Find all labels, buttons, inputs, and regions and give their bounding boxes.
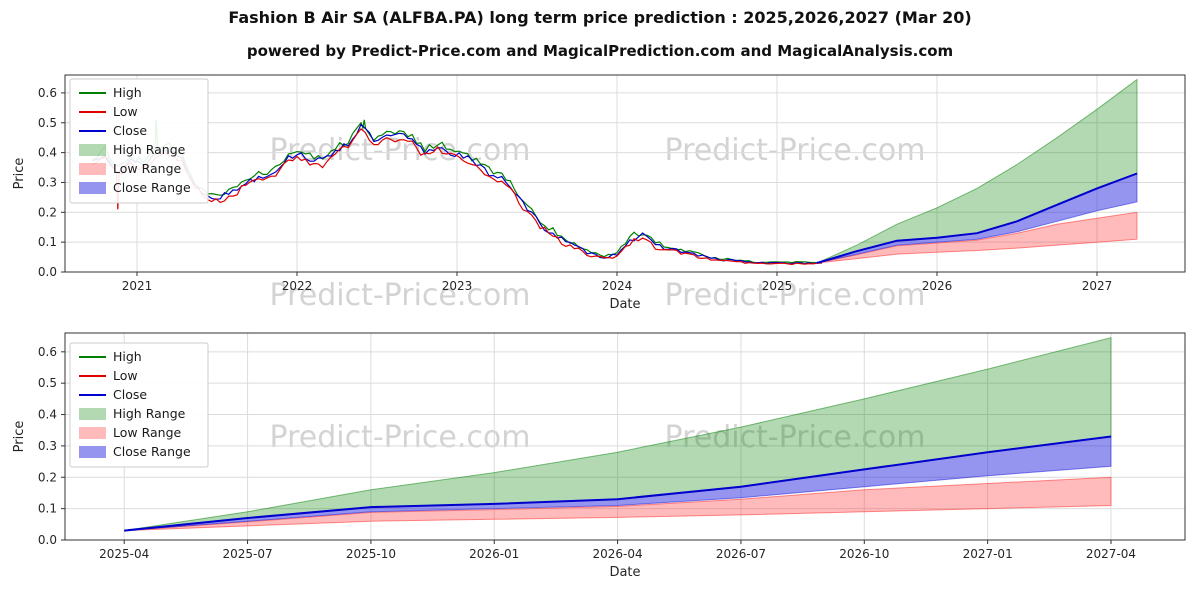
x-tick-label: 2027-04 bbox=[1086, 547, 1136, 561]
legend-label: Close Range bbox=[113, 444, 191, 459]
x-tick-label: 2026-04 bbox=[593, 547, 643, 561]
legend-patch-swatch bbox=[79, 427, 106, 439]
legend-patch-swatch bbox=[79, 163, 106, 175]
legend-patch-swatch bbox=[79, 446, 106, 458]
x-tick-label: 2026 bbox=[922, 279, 953, 293]
legend-label: Close Range bbox=[113, 180, 191, 195]
legend-label: Low bbox=[113, 104, 138, 119]
legend-patch-swatch bbox=[79, 182, 106, 194]
legend-label: High Range bbox=[113, 406, 186, 421]
legend-label: Low Range bbox=[113, 161, 182, 176]
legend-label: Close bbox=[113, 387, 147, 402]
legend-box bbox=[69, 78, 209, 204]
legend-label: High bbox=[113, 349, 142, 364]
plot-border bbox=[64, 74, 1186, 273]
y-tick-label: 0.6 bbox=[38, 86, 57, 100]
y-tick-label: 0.0 bbox=[38, 265, 57, 279]
x-tick-label: 2024 bbox=[602, 279, 633, 293]
y-tick-label: 0.1 bbox=[38, 235, 57, 249]
watermark-text: Predict-Price.com bbox=[270, 278, 531, 313]
x-tick-label: 2025-07 bbox=[222, 547, 272, 561]
watermark-text: Predict-Price.com bbox=[270, 420, 531, 455]
x-tick-label: 2023 bbox=[442, 279, 473, 293]
watermark-text: Predict-Price.com bbox=[665, 420, 926, 455]
history-and-forecast-chart: 2021 2022 2023 2024 2025 2026 2027 0.0 0.1 0.2 0.3… bbox=[12, 74, 1186, 312]
legend: High Low Close High Range Low Range Close Ran… bbox=[69, 78, 209, 204]
x-tick-label: 2026-10 bbox=[839, 547, 889, 561]
x-tick-label: 2022 bbox=[282, 279, 313, 293]
legend-label: High Range bbox=[113, 142, 186, 157]
x-axis-label: Date bbox=[609, 297, 640, 312]
legend-label: High bbox=[113, 85, 142, 100]
page-title: Fashion B Air SA (ALFBA.PA) long term pr… bbox=[228, 8, 972, 27]
x-tick-label: 2027 bbox=[1082, 279, 1113, 293]
y-tick-label: 0.0 bbox=[38, 533, 57, 547]
x-tick-label: 2025-10 bbox=[346, 547, 396, 561]
legend-label: Close bbox=[113, 123, 147, 138]
y-tick-label: 0.4 bbox=[38, 146, 57, 160]
close-prediction-line bbox=[124, 435, 1112, 532]
legend: High Low Close High Range Low Range Close Ran… bbox=[69, 342, 209, 468]
y-tick-label: 0.3 bbox=[38, 175, 57, 189]
low-range-band bbox=[124, 476, 1112, 532]
x-tick-label: 2026-01 bbox=[469, 547, 519, 561]
y-axis-label: Price bbox=[12, 158, 27, 190]
close-prediction-line bbox=[816, 172, 1138, 264]
low-range-band bbox=[816, 211, 1138, 264]
y-tick-label: 0.5 bbox=[38, 116, 57, 130]
page-subtitle: powered by Predict-Price.com and Magical… bbox=[246, 42, 954, 60]
history-close-line bbox=[91, 123, 822, 265]
watermark-text: Predict-Price.com bbox=[665, 133, 926, 168]
legend-label: Low bbox=[113, 368, 138, 383]
x-tick-label: 2025 bbox=[762, 279, 793, 293]
x-axis-label: Date bbox=[609, 565, 640, 580]
plot-border bbox=[64, 332, 1186, 541]
x-tick-label: 2025-04 bbox=[99, 547, 149, 561]
x-tick-label: 2026-07 bbox=[716, 547, 766, 561]
y-axis-label: Price bbox=[12, 421, 27, 453]
y-tick-label: 0.2 bbox=[38, 205, 57, 219]
x-tick-label: 2021 bbox=[122, 279, 153, 293]
watermark-text: Predict-Price.com bbox=[665, 278, 926, 313]
y-tick-label: 0.4 bbox=[38, 408, 57, 422]
x-tick-label: 2027-01 bbox=[963, 547, 1013, 561]
y-tick-label: 0.3 bbox=[38, 439, 57, 453]
watermark-text: Predict-Price.com bbox=[270, 133, 531, 168]
y-tick-label: 0.2 bbox=[38, 470, 57, 484]
y-tick-label: 0.1 bbox=[38, 502, 57, 516]
legend-patch-swatch bbox=[79, 408, 106, 420]
legend-box bbox=[69, 342, 209, 468]
forecast-detail-chart: 2025-04 2025-07 2025-10 2026-01 2026-04 2026-… bbox=[12, 332, 1186, 580]
y-tick-label: 0.5 bbox=[38, 376, 57, 390]
legend-label: Low Range bbox=[113, 425, 182, 440]
y-tick-label: 0.6 bbox=[38, 345, 57, 359]
legend-patch-swatch bbox=[79, 144, 106, 156]
